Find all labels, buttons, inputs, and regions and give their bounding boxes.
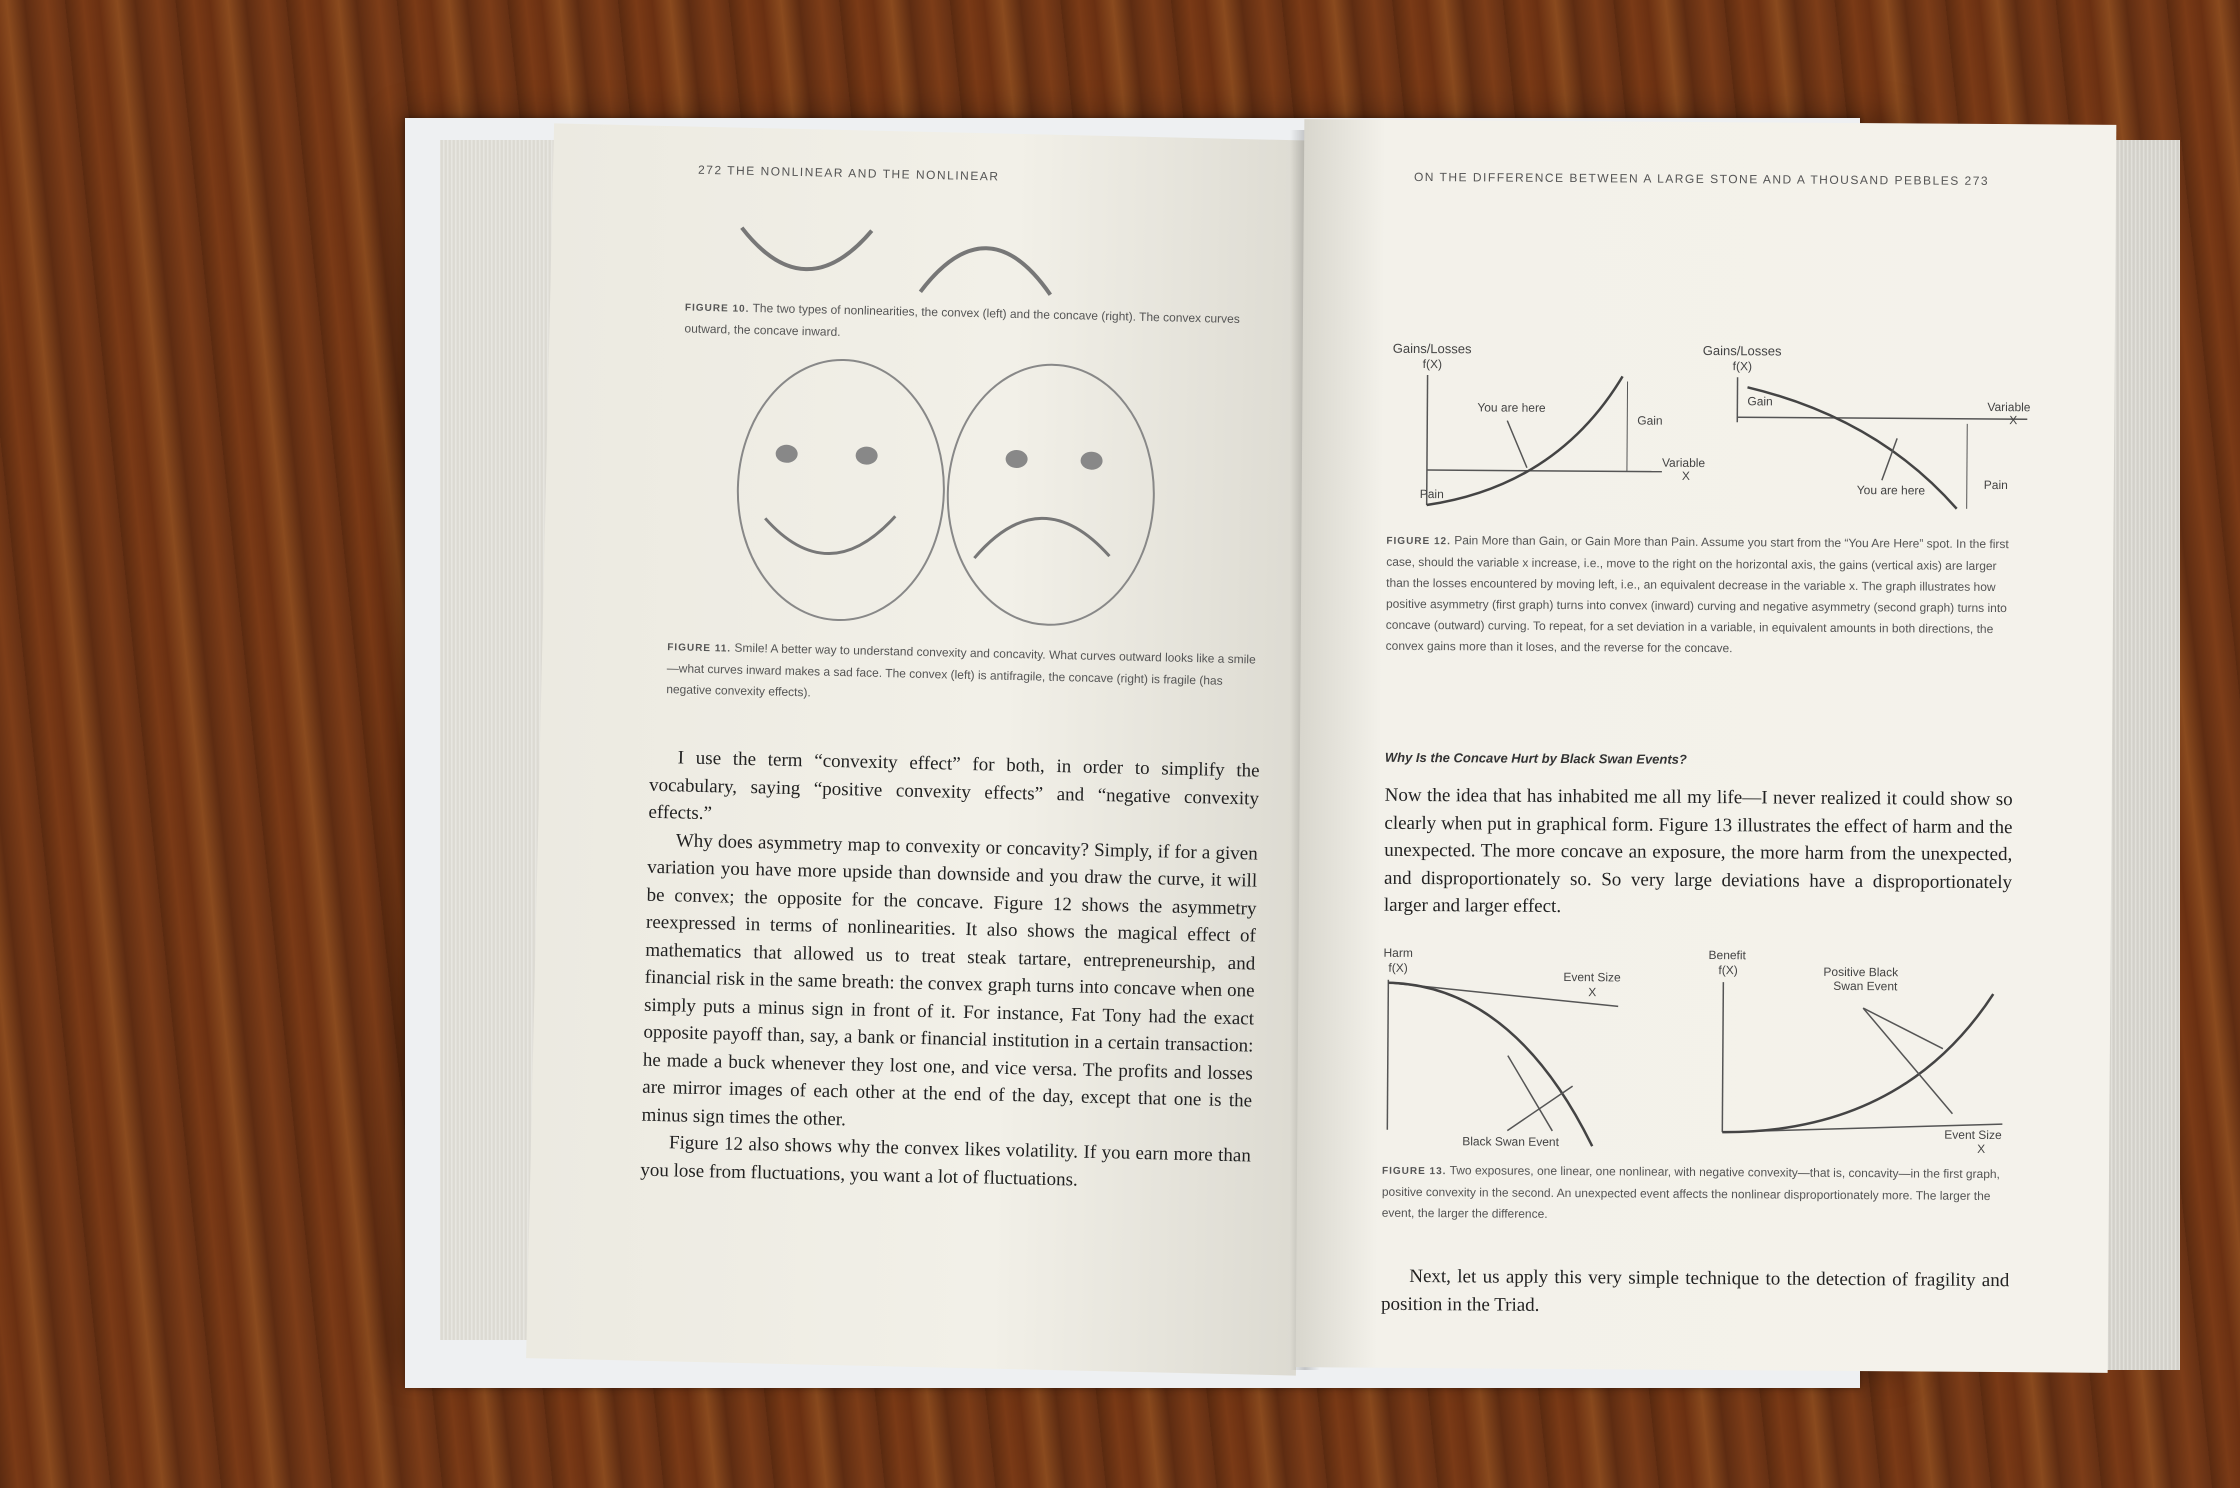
right-running-head: ON THE DIFFERENCE BETWEEN A LARGE STONE … [1413,169,1990,188]
figure12-graphs: Gains/Losses f(X) You are here Gain Pain… [1393,341,2031,510]
figure11-caption: FIGURE 11. Smile! A better way to unders… [666,636,1257,713]
figure13-graphs: Harm f(X) Event Size X Black Swan Event … [1383,946,2003,1154]
left-paragraph-1: I use the term “convexity effect” for bo… [648,747,1260,825]
fig12-left-here: You are here [1477,400,1546,414]
fig13-left-xsub: X [1588,985,1596,999]
figure10-curves [740,226,1052,296]
figure12-text: Pain More than Gain, or Gain More than P… [1385,533,2009,656]
fig13-right-event: Positive Black [1823,965,1899,980]
fig12-right-xaxis: Variable [1987,400,2031,414]
convex-curve [740,226,874,272]
fig12-left-yaxis: Gains/Losses [1393,341,1472,357]
fig12-left-xsub: X [1682,469,1690,483]
figure11-label: FIGURE 11. [667,642,732,655]
fig13-left-xaxis: Event Size [1563,970,1621,984]
figure10-caption: FIGURE 10. The two types of nonlineariti… [684,296,1265,352]
fig12-left-pain: Pain [1420,487,1444,501]
figure13-label: FIGURE 13. [1381,1165,1447,1178]
fig12-left-gain: Gain [1637,414,1662,428]
right-page: ON THE DIFFERENCE BETWEEN A LARGE STONE … [1295,119,2117,1373]
figure13-caption: FIGURE 13. Two exposures, one linear, on… [1382,1160,2007,1228]
figure10-label: FIGURE 10. [684,302,750,315]
fig12-right-pain: Pain [1984,478,2008,492]
figure11-text: Smile! A better way to understand convex… [666,640,1256,700]
fig13-left-event: Black Swan Event [1462,1134,1559,1149]
fig12-left-xaxis: Variable [1662,456,1706,470]
right-body-1: Now the idea that has inhabited me all m… [1384,782,2013,924]
fig12-right-gain: Gain [1747,394,1772,408]
fig12-right-here: You are here [1857,483,1926,497]
figure12-label: FIGURE 12. [1386,535,1451,548]
subhead: Why Is the Concave Hurt by Black Swan Ev… [1384,749,1687,767]
figure11-faces [736,359,1155,626]
fig12-right-xsub: X [2009,413,2017,427]
figure13-text: Two exposures, one linear, one nonlinear… [1381,1163,2000,1221]
right-paragraph-1: Now the idea that has inhabited me all m… [1383,784,2013,917]
fig13-left-yaxis: Harm [1383,946,1412,960]
figure12-caption: FIGURE 12. Pain More than Gain, or Gain … [1386,530,2012,661]
fig13-right-ysub: f(X) [1718,963,1737,977]
fig13-right-yaxis: Benefit [1708,948,1746,962]
fig12-left-ysub: f(X) [1423,357,1442,371]
fig13-right-event2: Swan Event [1833,979,1898,993]
figure10-text: The two types of nonlinearities, the con… [684,300,1240,339]
sad-face [946,363,1155,626]
fig13-right-xaxis: Event Size [1944,1128,2002,1142]
concave-curve [918,246,1052,296]
left-page: 272 THE NONLINEAR AND THE NONLINEAR FIGU… [526,123,1324,1376]
right-body-2: Next, let us apply this very simple tech… [1381,1263,2009,1322]
fig12-right-ysub: f(X) [1733,359,1752,373]
left-running-head: 272 THE NONLINEAR AND THE NONLINEAR [697,162,1000,184]
left-body: I use the term “convexity effect” for bo… [640,744,1260,1198]
left-paragraph-2: Why does asymmetry map to convexity or c… [641,829,1258,1130]
fig13-left-ysub: f(X) [1388,961,1407,975]
fig13-right-xsub: X [1977,1142,1985,1154]
right-paragraph-2: Next, let us apply this very simple tech… [1381,1265,2010,1316]
fig12-right-yaxis: Gains/Losses [1703,343,1782,359]
smile-face [736,359,945,622]
